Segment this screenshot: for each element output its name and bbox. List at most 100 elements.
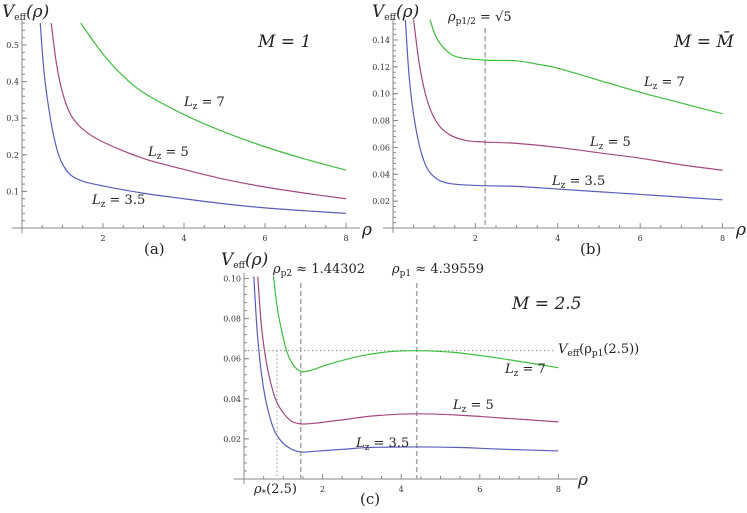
label-part: eff [567, 349, 580, 359]
label-part: = 5 [161, 145, 189, 160]
x-axis-label: ρ [578, 470, 588, 490]
label-part: = √5 [475, 10, 512, 25]
label-part: L [644, 75, 653, 90]
label-part: eff [233, 261, 246, 271]
label-part: L [184, 95, 193, 110]
label-part: p1/2 [455, 17, 476, 27]
series-label: Lz = 7 [505, 363, 546, 379]
label-part: V [372, 2, 385, 22]
series-line [404, 19, 723, 201]
label-part: (ρ) [396, 2, 420, 22]
label-part: eff [14, 13, 27, 23]
label-part: z [192, 102, 198, 112]
series-label: Lz = 5 [148, 146, 189, 162]
label-part: = 3.5 [105, 193, 146, 208]
series-line [80, 22, 347, 171]
label-part: z [652, 82, 658, 92]
label-part: V [221, 250, 234, 270]
y-tick-label: 0.2 [6, 151, 19, 160]
panel-b: 2 4 6 8 0.02 0.04 0.06 0.08 0.10 0.12 0.14 [372, 18, 735, 243]
y-tick-label: 0.10 [372, 90, 390, 99]
series-line [39, 22, 347, 214]
panel-caption: (c) [360, 490, 381, 508]
label-part: * [261, 489, 267, 499]
series-label: Lz = 5 [590, 136, 631, 152]
x-tick-label: 8 [556, 485, 561, 494]
label-part: (ρ [579, 342, 592, 357]
parameter-annotation: M = 2.5 [512, 294, 582, 314]
y-tick-label: 0.02 [223, 435, 241, 444]
y-tick-label: 0.04 [372, 170, 390, 179]
y-tick-label: 0.06 [223, 355, 241, 364]
label-part: L [148, 145, 157, 160]
vline-label: ρp1 ≈ 4.39559 [392, 263, 484, 279]
series-line [272, 276, 559, 373]
y-tick-label: 0.12 [372, 63, 390, 72]
vline-label: ρ*(2.5) [254, 483, 297, 499]
y-tick-label: 0.5 [6, 41, 19, 50]
x-tick-label: 2 [100, 234, 105, 243]
label-part: p1 [399, 269, 412, 279]
label-part: (2.5)) [603, 342, 640, 357]
label-part: z [364, 443, 370, 453]
hline-label: Veff(ρp1(2.5)) [558, 343, 639, 359]
series-label: Lz = 7 [184, 96, 225, 112]
label-part: ρ [273, 262, 281, 277]
label-part: = 3.5 [565, 174, 606, 189]
series-label: Lz = 7 [644, 76, 685, 92]
series-line [50, 22, 347, 200]
label-part: = 5 [466, 398, 494, 413]
label-part: z [560, 181, 566, 191]
label-part: ρ [448, 10, 456, 25]
x-tick-label: 4 [181, 234, 186, 243]
x-tick-label: 6 [262, 234, 267, 243]
label-part: = 7 [657, 75, 685, 90]
y-tick-label: 0.06 [372, 143, 390, 152]
series-line [429, 19, 723, 115]
label-part: p1 [591, 349, 604, 359]
label-part: = 5 [603, 135, 631, 150]
y-tick-label: 0.02 [372, 197, 390, 206]
label-part: ≈ 1.44302 [292, 262, 366, 277]
vline-label: ρp1/2 = √5 [448, 11, 512, 27]
y-axis-label: Veff(ρ) [221, 252, 268, 271]
x-tick-label: 8 [720, 234, 725, 243]
y-tick-label: 0.08 [223, 315, 241, 324]
label-part: L [92, 193, 101, 208]
series-line [257, 276, 559, 425]
panel-c: 2 4 6 8 0.02 0.04 0.06 0.08 0.10 [223, 273, 578, 494]
y-tick-label: 0.14 [372, 36, 390, 45]
series-line [253, 276, 559, 453]
label-part: ρ [254, 482, 262, 497]
label-part: ρ [392, 262, 400, 277]
label-part: L [453, 398, 462, 413]
label-part: L [590, 135, 599, 150]
series-label: Lz = 3.5 [92, 194, 145, 210]
label-part: ≈ 4.39559 [411, 262, 485, 277]
y-axis-label: Veff(ρ) [372, 4, 419, 23]
parameter-annotation: M = M̄ [674, 32, 734, 52]
label-part: z [461, 405, 467, 415]
y-tick-label: 0.3 [6, 114, 19, 123]
x-axis-label: ρ [736, 220, 746, 240]
series-label: Lz = 3.5 [552, 175, 605, 191]
parameter-annotation: M = 1 [258, 32, 312, 52]
y-tick-label: 0.04 [223, 395, 241, 404]
label-part: z [100, 200, 106, 210]
label-part: z [156, 152, 162, 162]
label-part: (ρ) [26, 2, 50, 22]
series-label: Lz = 3.5 [356, 437, 409, 453]
label-part: = 7 [197, 95, 225, 110]
x-tick-label: 8 [343, 234, 348, 243]
y-tick-label: 0.08 [372, 117, 390, 126]
y-tick-label: 0.4 [6, 78, 19, 87]
label-part: z [513, 369, 519, 379]
label-part: V [558, 342, 568, 357]
panel-caption: (b) [580, 240, 602, 258]
label-part: L [505, 362, 514, 377]
y-tick-label: 0.1 [6, 187, 19, 196]
y-axis-label: Veff(ρ) [2, 4, 49, 23]
series-line [413, 19, 723, 171]
